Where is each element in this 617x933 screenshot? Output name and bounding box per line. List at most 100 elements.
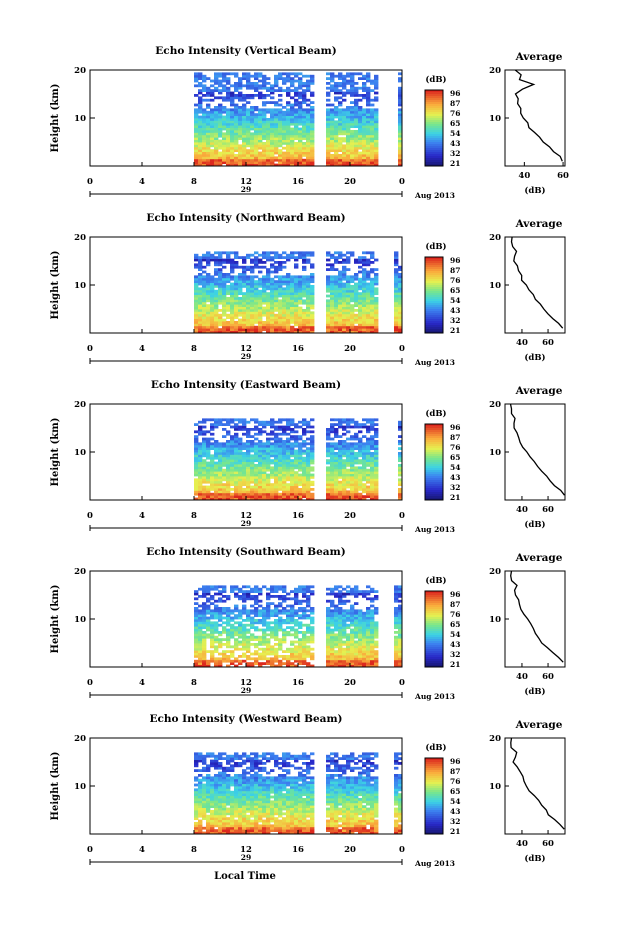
heatmap-cell <box>218 278 222 281</box>
heatmap-cell <box>254 478 258 481</box>
heatmap-cell <box>206 142 210 145</box>
heatmap-cell <box>394 287 398 290</box>
heatmap-cell <box>194 304 198 307</box>
heatmap-cell <box>394 299 398 302</box>
heatmap-cell <box>358 285 362 288</box>
heatmap-cell <box>242 316 246 319</box>
heatmap-cell <box>354 474 358 477</box>
heatmap-cell <box>234 478 238 481</box>
heatmap-cell <box>242 462 246 465</box>
heatmap-cell <box>238 152 242 155</box>
heatmap-cell <box>262 137 266 140</box>
heatmap-cell <box>362 87 366 90</box>
heatmap-cell <box>230 72 234 75</box>
heatmap-cell <box>278 648 282 651</box>
heatmap-cell <box>230 278 234 281</box>
heatmap-cell <box>282 459 286 462</box>
heatmap-cell <box>330 142 334 145</box>
heatmap-cell <box>226 261 230 264</box>
heatmap-cell <box>202 495 206 498</box>
heatmap-cell <box>294 321 298 324</box>
heatmap-cell <box>270 495 274 498</box>
heatmap-cell <box>294 251 298 254</box>
heatmap-cell <box>270 123 274 126</box>
heatmap-cell <box>210 297 214 300</box>
heatmap-cell <box>270 292 274 295</box>
heatmap-cell <box>226 490 230 493</box>
heatmap-cell <box>202 283 206 286</box>
heatmap-cell <box>198 295 202 298</box>
heatmap-cell <box>226 321 230 324</box>
heatmap-cell <box>362 447 366 450</box>
heatmap-cell <box>374 259 378 262</box>
heatmap-cell <box>234 490 238 493</box>
heatmap-cell <box>294 633 298 636</box>
heatmap-cell <box>262 650 266 653</box>
heatmap-cell <box>214 161 218 164</box>
heatmap-cell <box>222 600 226 603</box>
heatmap-cell <box>366 132 370 135</box>
heatmap-cell <box>202 125 206 128</box>
heatmap-cell <box>370 478 374 481</box>
heatmap-cell <box>294 486 298 489</box>
heatmap-cell <box>266 256 270 259</box>
heatmap-cell <box>198 421 202 424</box>
heatmap-cell <box>286 285 290 288</box>
heatmap-cell <box>370 321 374 324</box>
heatmap-cell <box>346 476 350 479</box>
heatmap-cell <box>302 653 306 656</box>
heatmap-cell <box>278 662 282 665</box>
panel-2: Echo Intensity (Eastward Beam)2010Height… <box>50 379 565 534</box>
heatmap-cell <box>210 161 214 164</box>
heatmap-cell <box>374 454 378 457</box>
heatmap-cell <box>362 130 366 133</box>
heatmap-cell <box>226 154 230 157</box>
heatmap-cell <box>326 435 330 438</box>
heatmap-cell <box>270 660 274 663</box>
heatmap-cell <box>350 457 354 460</box>
heatmap-cell <box>258 662 262 665</box>
heatmap-cell <box>210 256 214 259</box>
heatmap-cell <box>338 614 342 617</box>
heatmap-cell <box>242 595 246 598</box>
heatmap-cell <box>354 454 358 457</box>
heatmap-cell <box>270 132 274 135</box>
heatmap-cell <box>202 87 206 90</box>
heatmap-cell <box>306 645 310 648</box>
heatmap-cell <box>234 275 238 278</box>
heatmap-cell <box>366 125 370 128</box>
heatmap-cell <box>290 130 294 133</box>
heatmap-cell <box>374 135 378 138</box>
heatmap-cell <box>266 137 270 140</box>
heatmap-cell <box>270 140 274 143</box>
heatmap-cell <box>310 280 314 283</box>
heatmap-cell <box>218 462 222 465</box>
heatmap-cell <box>202 454 206 457</box>
heatmap-cell <box>202 266 206 269</box>
heatmap-cell <box>334 488 338 491</box>
heatmap-cell <box>302 495 306 498</box>
heatmap-cell <box>202 285 206 288</box>
heatmap-cell <box>218 302 222 305</box>
heatmap-cell <box>226 609 230 612</box>
heatmap-cell <box>282 128 286 131</box>
heatmap-cell <box>250 490 254 493</box>
heatmap-cell <box>198 89 202 92</box>
heatmap-cell <box>330 488 334 491</box>
heatmap-cell <box>250 314 254 317</box>
heatmap-cell <box>294 595 298 598</box>
heatmap-cell <box>246 474 250 477</box>
heatmap-cell <box>206 454 210 457</box>
heatmap-cell <box>222 275 226 278</box>
heatmap-cell <box>218 316 222 319</box>
heatmap-cell <box>254 135 258 138</box>
heatmap-cell <box>286 120 290 123</box>
heatmap-cell <box>334 268 338 271</box>
heatmap-cell <box>234 488 238 491</box>
heatmap-cell <box>290 466 294 469</box>
heatmap-cell <box>330 641 334 644</box>
heatmap-cell <box>218 154 222 157</box>
heatmap-cell <box>198 307 202 310</box>
heatmap-cell <box>202 297 206 300</box>
heatmap-cell <box>270 430 274 433</box>
